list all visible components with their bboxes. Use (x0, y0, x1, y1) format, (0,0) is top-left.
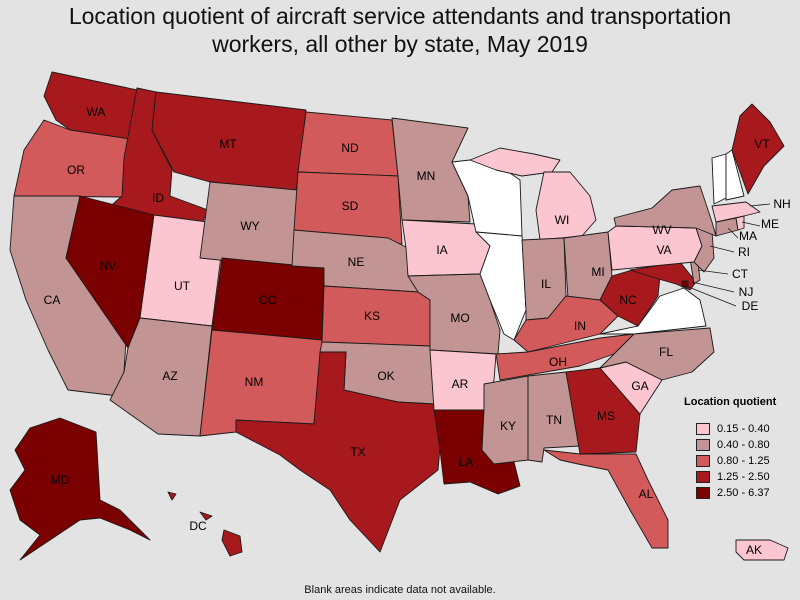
state-label-OK: OK (377, 369, 394, 383)
legend-swatch (696, 455, 710, 467)
state-label-MN: MN (417, 169, 436, 183)
callout-line-dc (685, 285, 737, 307)
state-MI-UP[interactable] (469, 147, 561, 177)
state-PR[interactable] (735, 539, 789, 561)
state-label-HI: DC (189, 519, 207, 533)
state-label-NE: NE (348, 255, 365, 269)
state-MI[interactable] (535, 171, 597, 241)
state-label-ND: ND (341, 141, 359, 155)
state-label-CO: CO (259, 293, 277, 307)
state-label-FL: AL (639, 487, 654, 501)
state-NY[interactable] (613, 185, 717, 237)
state-GA[interactable] (565, 367, 641, 455)
state-MN[interactable] (391, 117, 471, 223)
state-label-TX: TX (350, 445, 365, 459)
legend-label: 2.50 - 6.37 (717, 487, 770, 499)
state-label-AR: AR (452, 377, 469, 391)
callout-line-ct (727, 227, 739, 239)
callout-line-nj (709, 245, 735, 253)
legend-label: 0.15 - 0.40 (717, 423, 770, 435)
state-label-DC: DE (742, 299, 759, 313)
state-label-KS: KS (364, 309, 380, 323)
legend-row: 0.15 - 0.40 (684, 421, 800, 437)
state-label-NJ: RI (738, 245, 750, 259)
state-label-AK: MD (51, 473, 70, 487)
state-label-PA: VA (656, 243, 671, 257)
callout-line-ma (749, 203, 771, 207)
callout-line-de (697, 269, 729, 275)
state-label-AZ: AZ (162, 369, 177, 383)
legend-row: 0.80 - 1.25 (684, 453, 800, 469)
legend-swatch (696, 423, 710, 435)
state-ME[interactable] (731, 103, 785, 195)
footnote: Blank areas indicate data not available. (304, 584, 496, 596)
state-label-WY: WY (240, 219, 259, 233)
callout-line-md (691, 281, 735, 293)
state-label-NV: NV (100, 259, 117, 273)
map-title-line-1: Location quotient of aircraft service at… (68, 3, 732, 29)
state-label-MS: KY (500, 419, 516, 433)
state-label-PR: AK (746, 543, 762, 557)
state-TX[interactable] (235, 351, 441, 553)
legend-label: 0.80 - 1.25 (717, 455, 770, 467)
state-label-KY: IN (574, 319, 586, 333)
legend-swatch (696, 487, 710, 499)
state-label-CT: MA (739, 229, 757, 243)
state-label-ID: ID (152, 191, 164, 205)
state-VT[interactable] (711, 153, 727, 205)
state-label-UT: UT (174, 279, 191, 293)
state-label-GA: MS (597, 409, 615, 423)
legend-label: 0.40 - 0.80 (717, 439, 770, 451)
state-NC[interactable] (599, 327, 715, 381)
state-AK[interactable] (9, 417, 151, 561)
state-NH[interactable] (725, 149, 745, 201)
legend-row: 1.25 - 2.50 (684, 469, 800, 485)
state-label-MI: WI (555, 213, 570, 227)
state-label-NY: WV (652, 223, 671, 237)
state-label-IN: IL (541, 277, 551, 291)
state-label-SC: GA (631, 379, 648, 393)
state-label-LA: LA (459, 455, 474, 469)
state-HI[interactable] (167, 491, 243, 557)
state-label-NC: FL (659, 345, 673, 359)
state-label-MA: NH (773, 197, 790, 211)
state-label-OH: MI (591, 265, 604, 279)
state-label-OR: OR (67, 163, 85, 177)
state-label-RI: ME (761, 217, 779, 231)
legend-title: Location quotient (684, 396, 777, 408)
state-SD[interactable] (293, 171, 403, 245)
state-label-CA: CA (44, 293, 61, 307)
state-label-DE: CT (732, 267, 749, 281)
legend-label: 1.25 - 2.50 (717, 471, 770, 483)
state-label-AL: TN (546, 413, 562, 427)
state-label-TN: OH (549, 355, 567, 369)
state-label-MD: NJ (739, 285, 754, 299)
map-legend: Location quotient 0.15 - 0.40 0.40 - 0.8… (684, 396, 800, 501)
state-RI[interactable] (735, 215, 745, 231)
state-FL[interactable] (543, 449, 669, 549)
legend-row: 2.50 - 6.37 (684, 485, 800, 501)
state-label-WV: NC (619, 293, 637, 307)
state-label-MO: MO (450, 311, 469, 325)
callout-line-ri (741, 221, 761, 227)
legend-swatch (696, 471, 710, 483)
state-label-ME: VT (754, 137, 770, 151)
map-title: Location quotient of aircraft service at… (0, 2, 800, 58)
state-label-IA: IA (436, 243, 447, 257)
state-label-WA: WA (87, 105, 106, 119)
legend-swatch (696, 439, 710, 451)
legend-row: 0.40 - 0.80 (684, 437, 800, 453)
state-label-SD: SD (342, 199, 359, 213)
state-label-NM: NM (245, 375, 264, 389)
state-label-MT: MT (219, 137, 237, 151)
map-title-line-2: workers, all other by state, May 2019 (212, 31, 588, 57)
state-MA[interactable] (711, 201, 761, 223)
